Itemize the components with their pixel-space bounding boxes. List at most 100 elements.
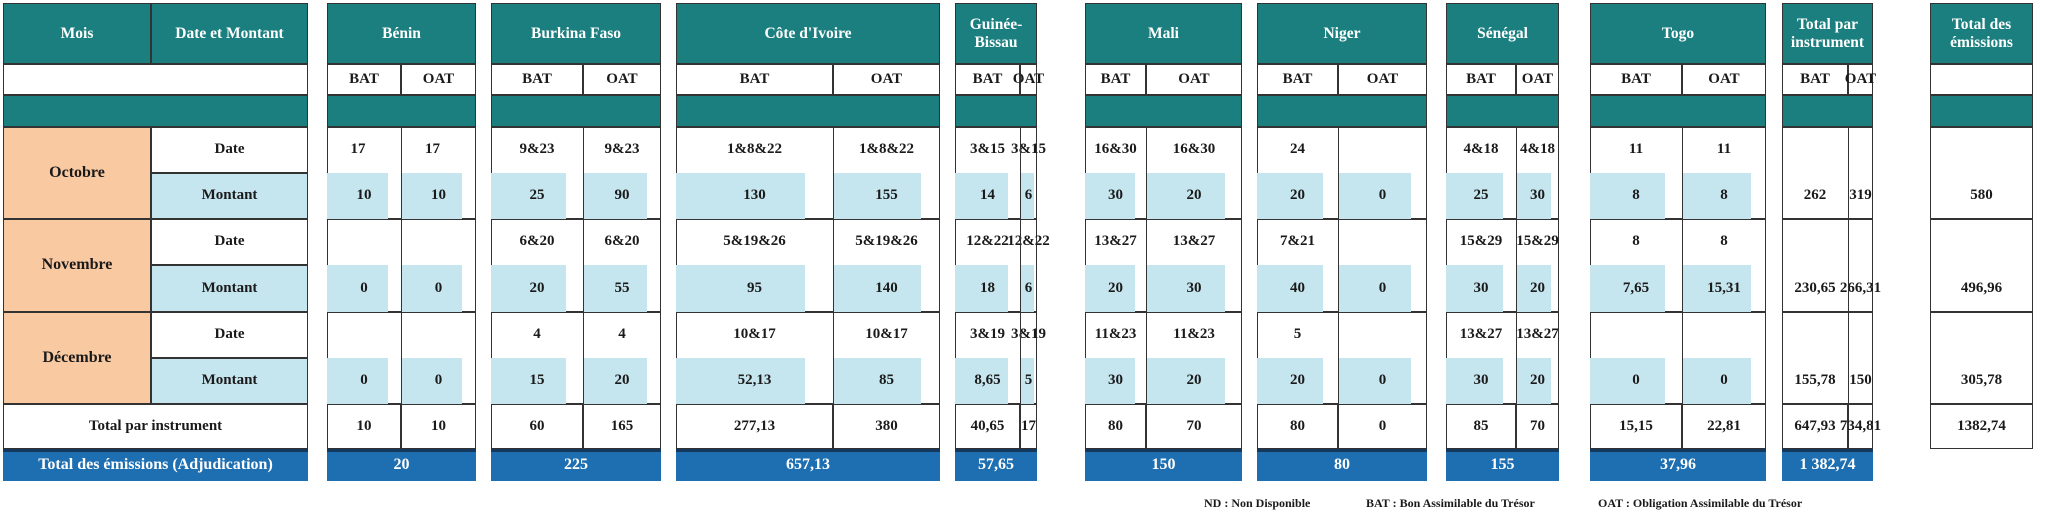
header-benin: Bénin	[327, 3, 476, 64]
total-instrument-grand: 1382,74	[1930, 404, 2033, 449]
date-cell: 3&19	[970, 326, 1005, 343]
date-cell	[327, 219, 389, 265]
sub-separator	[1338, 312, 1339, 404]
montant-fill	[583, 265, 647, 312]
montant-cell: 25	[491, 173, 583, 219]
subheader-oat-togo: OAT	[1682, 64, 1766, 95]
sub-separator	[833, 219, 834, 312]
montant-fill	[1682, 265, 1751, 312]
subheader-total-blank	[1930, 64, 2033, 95]
montant-value: 30	[1108, 187, 1123, 204]
montant-fill	[1085, 358, 1135, 404]
montant-value: 155,78	[1794, 372, 1836, 389]
montant-fill	[327, 173, 388, 219]
montant-cell: 0	[401, 358, 476, 404]
subheader-oat-burkina-faso: OAT	[583, 64, 661, 95]
montant-fill	[491, 265, 566, 312]
montant-value: 319	[1849, 187, 1872, 204]
montant-value: 130	[743, 187, 766, 204]
date-cell: 11&23	[1173, 326, 1215, 343]
sub-separator	[401, 219, 402, 312]
month-block-total-instrument	[1782, 219, 1873, 312]
montant-fill	[1146, 358, 1225, 404]
montant-fill	[1446, 173, 1503, 219]
header-guinee-bissau-line-2: Bissau	[974, 33, 1018, 51]
sub-separator	[833, 312, 834, 404]
montant-cell: 20	[1257, 358, 1338, 404]
sub-separator	[401, 127, 402, 219]
montant-value: 90	[614, 187, 630, 204]
date-cell: 13&27	[1172, 233, 1216, 250]
date-cell: 6&20	[604, 233, 640, 250]
sub-separator	[1020, 127, 1021, 219]
montant-fill	[1682, 173, 1751, 219]
montant-cell: 0	[401, 265, 476, 312]
montant-fill	[1590, 265, 1665, 312]
subheader-oat-total-instrument: OAT	[1845, 64, 1876, 95]
date-cell: 8	[1720, 233, 1728, 250]
header-niger: Niger	[1257, 3, 1427, 64]
montant-value: 20	[1290, 187, 1305, 204]
montant-cell: 20	[1146, 173, 1242, 219]
montant-value: 155	[875, 187, 898, 204]
total-instrument-bat: 80	[1257, 404, 1338, 449]
total-emissions-guinee-bissau: 57,65	[955, 449, 1037, 481]
montant-value: 15,31	[1707, 279, 1741, 296]
montant-value: 30	[1108, 372, 1123, 389]
montant-fill	[1590, 358, 1665, 404]
total-instrument-oat: 17	[1020, 404, 1037, 449]
row-label-montant: Montant	[151, 173, 308, 219]
montant-value: 20	[529, 279, 545, 296]
total-instrument-bat: 60	[491, 404, 583, 449]
montant-fill	[1338, 358, 1411, 404]
montant-value: 0	[1720, 372, 1728, 389]
month-total: 580	[1970, 187, 1993, 204]
teal-band-cote-divoire	[676, 95, 940, 127]
total-emissions-label: Total des émissions (Adjudication)	[3, 449, 308, 481]
month-block-total-instrument	[1782, 312, 1873, 404]
date-cell: 10&17	[733, 326, 776, 343]
sub-separator	[1020, 219, 1021, 312]
header-blank-row	[3, 64, 308, 95]
total-instrument-oat: 22,81	[1682, 404, 1766, 449]
montant-cell: 40	[1257, 265, 1338, 312]
teal-band-togo	[1590, 95, 1766, 127]
date-cell	[1848, 219, 1873, 265]
month-block-total	[1930, 219, 2033, 312]
date-cell: 3&15	[1011, 141, 1046, 158]
montant-fill	[1020, 173, 1034, 219]
teal-band-total	[1930, 95, 2033, 127]
subheader-oat-guinee-bissau: OAT	[1013, 64, 1044, 95]
teal-band-niger	[1257, 95, 1427, 127]
montant-value: 0	[1378, 372, 1387, 389]
montant-cell: 6	[1020, 173, 1037, 219]
sub-separator	[583, 219, 584, 312]
date-cell: 17	[350, 141, 366, 158]
montant-fill	[833, 173, 921, 219]
date-cell	[1782, 312, 1848, 358]
montant-fill	[676, 358, 805, 404]
date-cell	[1338, 219, 1427, 265]
montant-cell: 15	[491, 358, 583, 404]
montant-value: 0	[360, 372, 368, 389]
date-cell	[327, 312, 389, 358]
montant-cell: 230,65	[1782, 265, 1848, 312]
date-cell	[389, 312, 476, 358]
month-label: Décembre	[3, 312, 151, 404]
montant-fill	[1338, 265, 1411, 312]
date-cell: 4&18	[1463, 141, 1499, 158]
date-cell: 4	[618, 326, 626, 343]
montant-value: 0	[360, 279, 368, 296]
montant-cell: 0	[1338, 265, 1427, 312]
date-cell: 7&21	[1280, 233, 1315, 250]
montant-value: 20	[1530, 372, 1545, 389]
sub-separator	[1682, 312, 1683, 404]
subheader-bat-burkina-faso: BAT	[491, 64, 583, 95]
teal-band-total-instrument	[1782, 95, 1873, 127]
montant-fill	[833, 265, 921, 312]
montant-cell: 14	[955, 173, 1020, 219]
header-togo: Togo	[1590, 3, 1766, 64]
montant-fill	[1338, 173, 1411, 219]
header-total-par-instrument-line-1: Total par	[1796, 15, 1858, 33]
subheader-oat-niger: OAT	[1338, 64, 1427, 95]
